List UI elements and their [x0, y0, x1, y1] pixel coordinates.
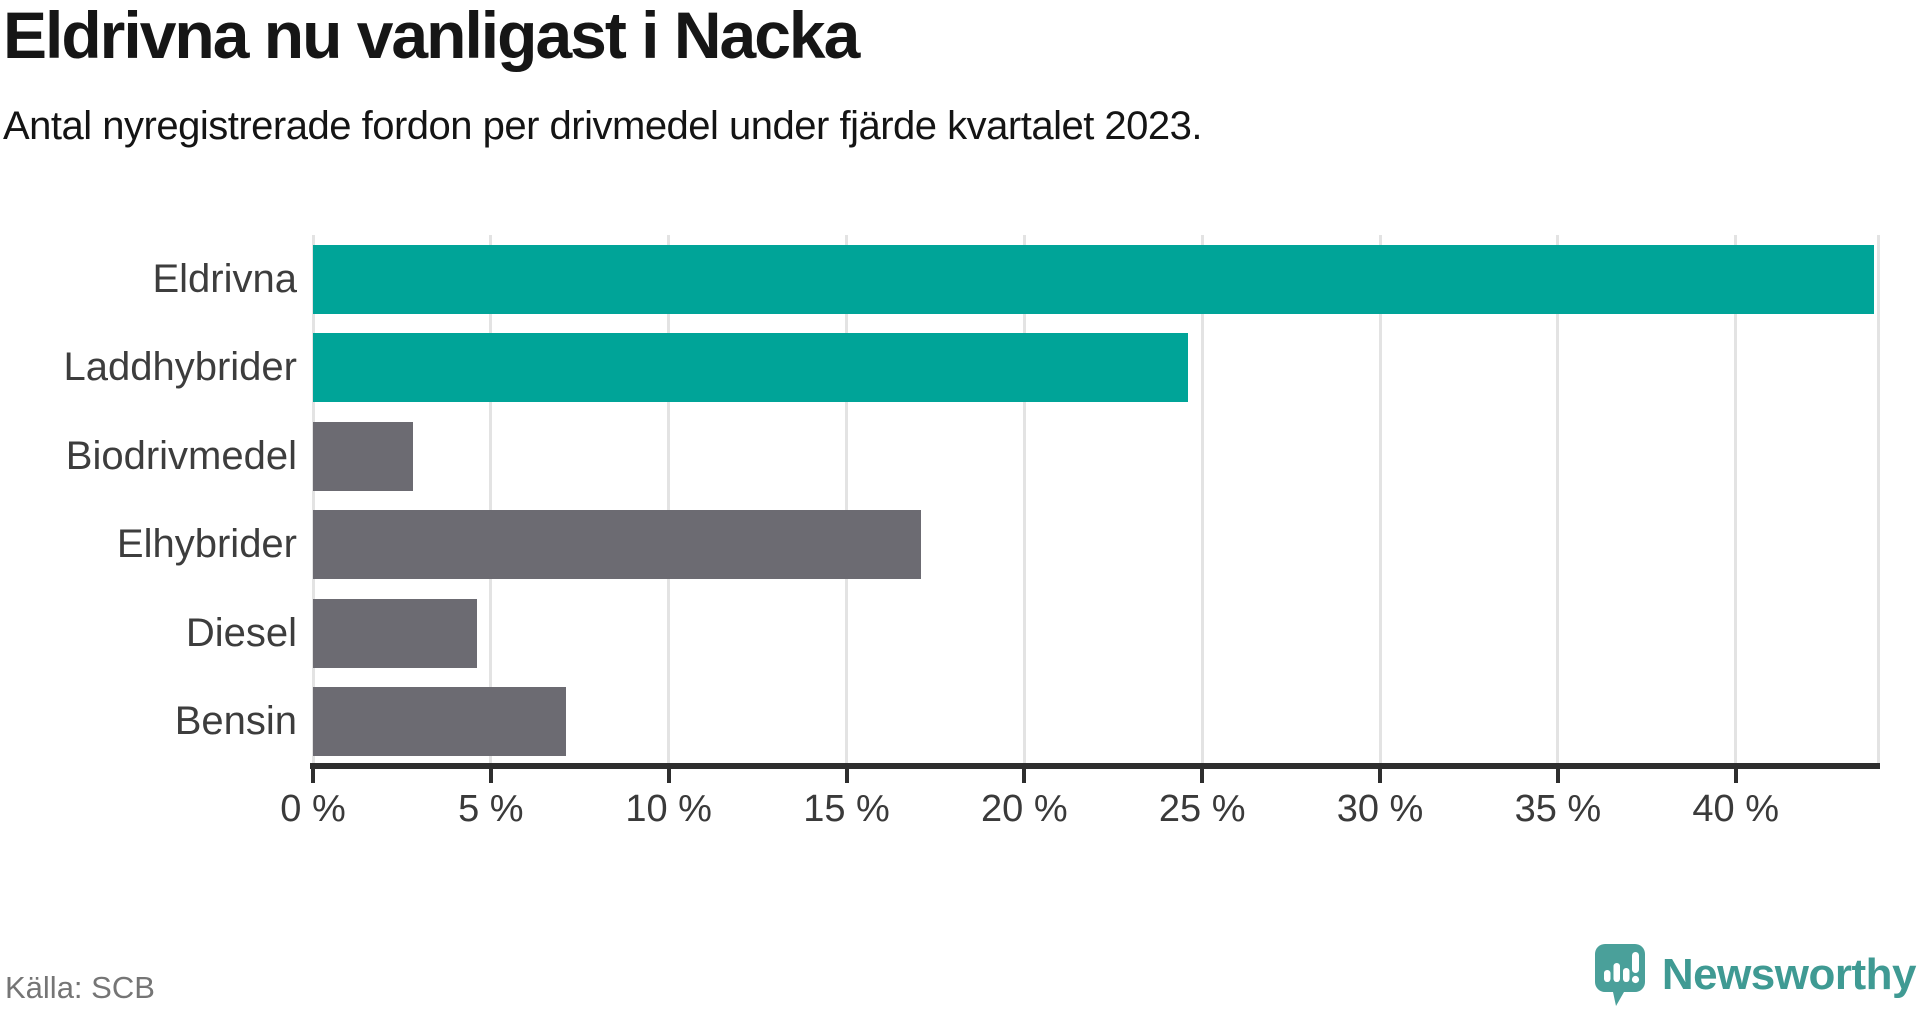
- category-axis: Eldrivna Laddhybrider Biodrivmedel Elhybrid…: [0, 235, 298, 766]
- x-axis-tick: [1733, 769, 1738, 783]
- brand-wordmark: Newsworthy: [1661, 950, 1917, 999]
- bar-diesel: [313, 598, 477, 668]
- x-axis-tick: [311, 769, 315, 783]
- category-label: Eldrivna: [152, 256, 297, 301]
- speech-bubble-bar-chart-exclamation-icon: [1594, 944, 1645, 1006]
- x-axis-line: [310, 763, 1880, 769]
- x-axis-tick-label: 30 %: [1336, 788, 1424, 830]
- x-axis-tick-label: 20 %: [981, 788, 1068, 830]
- category-label: Elhybrider: [116, 522, 297, 567]
- x-axis-tick: [1378, 769, 1383, 783]
- x-axis-tick: [1555, 769, 1560, 783]
- newsworthy-logo: Newsworthy: [1594, 940, 1917, 1010]
- x-axis-tick-label: 40 %: [1692, 788, 1780, 830]
- x-axis-tick: [1022, 769, 1027, 783]
- gridline: [1876, 235, 1880, 766]
- gridline: [667, 235, 671, 766]
- x-axis-tick-label: 0 %: [280, 788, 346, 830]
- x-axis-tick-label: 35 %: [1514, 788, 1602, 830]
- x-axis-tick: [666, 769, 671, 783]
- x-axis-tick: [1200, 769, 1205, 783]
- category-label: Biodrivmedel: [65, 433, 297, 478]
- gridline: [845, 235, 849, 766]
- plot-area: [311, 235, 1880, 766]
- chart-subtitle: Antal nyregistrerade fordon per drivmede…: [3, 104, 1203, 148]
- gridline: [489, 235, 493, 766]
- x-axis-tick: [488, 769, 493, 783]
- bar-eldrivna: [313, 244, 1875, 314]
- x-axis-tick-label: 10 %: [625, 788, 712, 830]
- x-axis-tick-label: 5 %: [458, 788, 524, 830]
- bar-biodrivmedel: [313, 421, 413, 491]
- gridline: [1022, 235, 1026, 766]
- category-label: Bensin: [174, 699, 297, 744]
- category-label: Diesel: [185, 610, 297, 655]
- gridline: [1734, 235, 1738, 766]
- gridline: [311, 235, 315, 766]
- gridline: [1378, 235, 1382, 766]
- bar-elhybrider: [313, 510, 922, 580]
- source-label: Källa: SCB: [5, 970, 155, 1005]
- bar-bensin: [313, 687, 566, 757]
- x-axis-tick: [844, 769, 849, 783]
- bar-laddhybrider: [313, 333, 1188, 403]
- gridline: [1556, 235, 1560, 766]
- page-title: Eldrivna nu vanligast i Nacka: [3, 0, 860, 72]
- x-axis-tick-label: 15 %: [803, 788, 890, 830]
- x-axis-tick-label: 25 %: [1158, 788, 1246, 830]
- gridline: [1200, 235, 1204, 766]
- category-label: Laddhybrider: [63, 345, 298, 390]
